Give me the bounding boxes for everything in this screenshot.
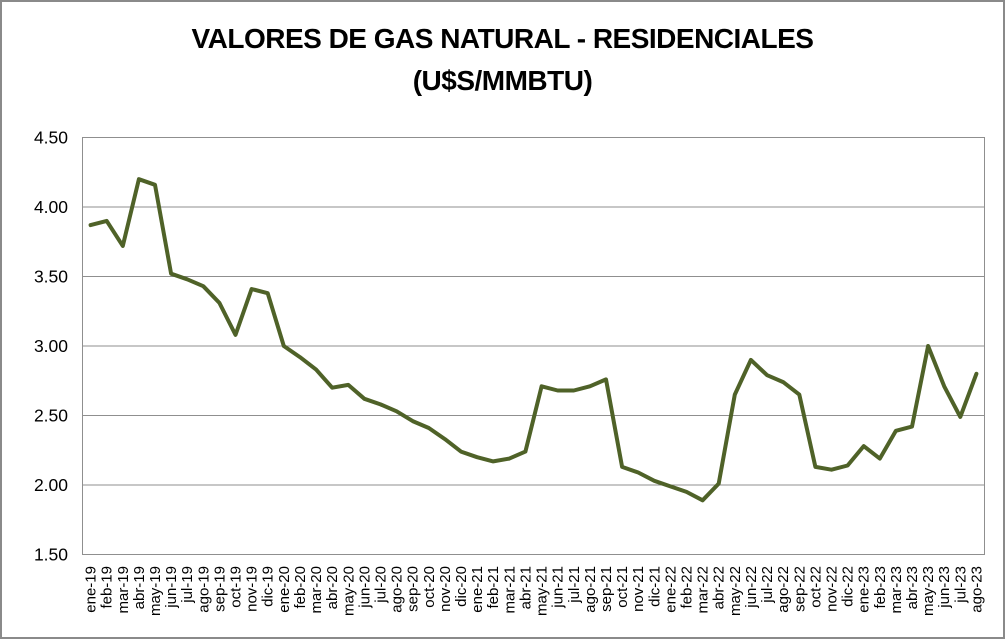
y-axis-label: 1.50 bbox=[34, 545, 68, 565]
x-axis-label: sep-21 bbox=[598, 566, 615, 612]
x-axis-label: mar-21 bbox=[501, 566, 518, 614]
chart-title-line2: (U$S/MMBTU) bbox=[412, 65, 593, 96]
x-axis-label: may-19 bbox=[147, 566, 164, 616]
x-axis-label: sep-19 bbox=[211, 566, 228, 612]
x-axis-label: abr-20 bbox=[324, 566, 341, 609]
x-axis-label: mar-19 bbox=[115, 566, 132, 614]
x-axis-label: ene-19 bbox=[83, 566, 100, 613]
x-axis-label: ene-22 bbox=[662, 566, 679, 613]
x-axis-label: oct-22 bbox=[807, 566, 824, 608]
x-axis-label: may-21 bbox=[534, 566, 551, 616]
x-axis-label: dic-20 bbox=[453, 566, 470, 607]
x-axis-label: sep-20 bbox=[405, 566, 422, 612]
y-axis-label: 3.00 bbox=[34, 336, 68, 356]
x-axis-label: abr-22 bbox=[711, 566, 728, 609]
x-axis-label: dic-22 bbox=[840, 566, 857, 607]
y-axis-label: 4.00 bbox=[34, 197, 68, 217]
x-axis-label: abr-23 bbox=[904, 566, 921, 609]
chart-title: VALORES DE GAS NATURAL - RESIDENCIALES (… bbox=[2, 18, 1003, 102]
x-axis-label: jun-20 bbox=[356, 566, 373, 609]
y-axis-label: 2.00 bbox=[34, 475, 68, 495]
x-axis-label: jun-22 bbox=[743, 566, 760, 609]
x-axis-label: jul-20 bbox=[373, 566, 390, 604]
x-axis-label: nov-20 bbox=[437, 566, 454, 612]
x-axis-label: jun-21 bbox=[550, 566, 567, 609]
x-axis-label: feb-20 bbox=[292, 566, 309, 609]
x-axis-label: may-23 bbox=[920, 566, 937, 616]
x-axis-label: feb-19 bbox=[99, 566, 116, 609]
x-axis-label: nov-21 bbox=[630, 566, 647, 612]
x-axis-label: jun-19 bbox=[163, 566, 180, 609]
chart-title-line1: VALORES DE GAS NATURAL - RESIDENCIALES bbox=[191, 23, 814, 54]
series-line bbox=[88, 177, 979, 503]
x-axis-label: oct-20 bbox=[421, 566, 438, 608]
x-axis-label: ago-20 bbox=[389, 566, 406, 613]
y-axis-label: 4.50 bbox=[34, 128, 68, 148]
x-axis-label: abr-19 bbox=[131, 566, 148, 609]
x-axis-label: mar-22 bbox=[695, 566, 712, 614]
x-axis-label: ago-19 bbox=[195, 566, 212, 613]
x-axis-label: nov-19 bbox=[244, 566, 261, 612]
x-axis-label: dic-21 bbox=[646, 566, 663, 607]
x-axis-label: feb-22 bbox=[679, 566, 696, 609]
plot-border bbox=[82, 137, 985, 555]
x-axis-label: abr-21 bbox=[517, 566, 534, 609]
x-axis-label: mar-23 bbox=[888, 566, 905, 614]
x-axis-label: ene-23 bbox=[856, 566, 873, 613]
y-axis-label: 3.50 bbox=[34, 267, 68, 287]
x-axis-label: mar-20 bbox=[308, 566, 325, 614]
x-axis-label: may-20 bbox=[340, 566, 357, 616]
x-axis-label: feb-21 bbox=[485, 566, 502, 609]
x-axis-label: dic-19 bbox=[260, 566, 277, 607]
x-axis-label: oct-21 bbox=[614, 566, 631, 608]
x-axis-label: jul-23 bbox=[952, 566, 969, 604]
x-axis-label: jul-19 bbox=[179, 566, 196, 604]
x-axis-label: jul-22 bbox=[759, 566, 776, 604]
x-axis-label: sep-22 bbox=[791, 566, 808, 612]
x-axis-label: nov-22 bbox=[824, 566, 841, 612]
x-axis-label: feb-23 bbox=[872, 566, 889, 609]
x-axis-label: ago-23 bbox=[968, 566, 985, 613]
x-axis-label: jun-23 bbox=[936, 566, 953, 609]
x-axis-label: ago-21 bbox=[582, 566, 599, 613]
x-axis-label: oct-19 bbox=[228, 566, 245, 608]
x-axis-label: jul-21 bbox=[566, 566, 583, 604]
x-axis-label: may-22 bbox=[727, 566, 744, 616]
x-axis-label: ene-21 bbox=[469, 566, 486, 613]
y-axis-label: 2.50 bbox=[34, 406, 68, 426]
x-axis-label: ene-20 bbox=[276, 566, 293, 613]
x-axis-label: ago-22 bbox=[775, 566, 792, 613]
